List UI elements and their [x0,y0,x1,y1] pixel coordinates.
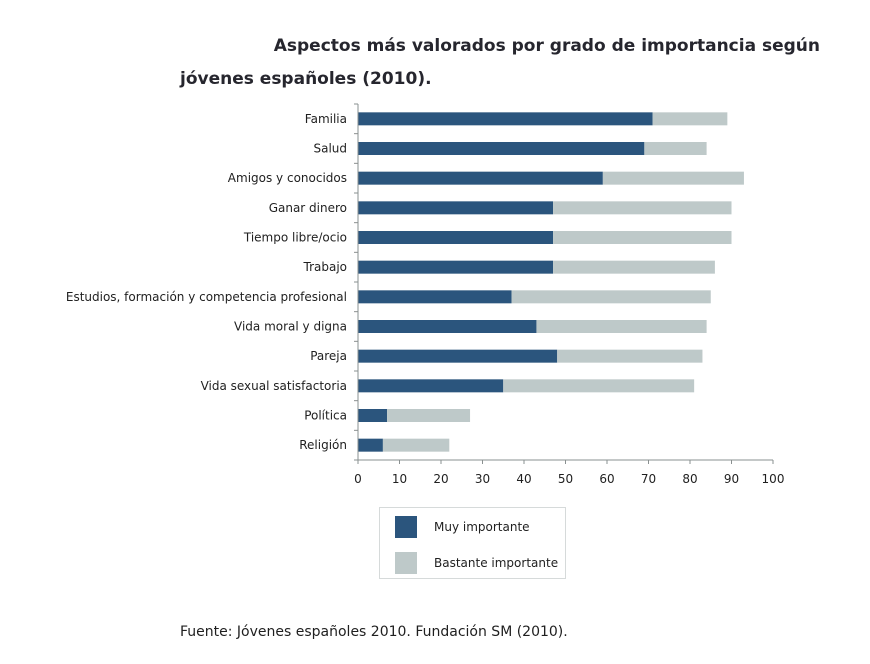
x-tick-label: 70 [641,472,656,486]
x-tick-label: 90 [724,472,739,486]
legend-label: Bastante importante [434,556,559,570]
legend-swatch-muy-importante [395,516,417,538]
bar-muy-importante [358,349,558,363]
chart-title: Aspectos más valorados por grado de impo… [180,30,820,96]
x-tick-label: 50 [558,472,573,486]
legend-item-muy-importante: Muy importante [395,516,530,538]
bars-group [358,112,744,452]
bar-bastante-importante [387,409,471,422]
category-label: Familia [305,112,347,126]
legend-label: Muy importante [434,520,530,534]
category-label: Estudios, formación y competencia profes… [66,290,347,304]
category-label: Política [304,409,347,423]
legend: Muy importante Bastante importante [379,507,566,579]
bar-muy-importante [358,290,512,304]
bar-bastante-importante [652,112,728,126]
bar-bastante-importante [602,171,744,185]
bar-bastante-importante [511,290,711,304]
bar-bastante-importante [382,438,450,452]
legend-swatch-bastante-importante [395,552,417,574]
x-axis: 0 10 20 30 40 50 60 70 80 90 100 [354,459,785,486]
bar-muy-importante [358,201,554,215]
category-label: Trabajo [303,260,348,274]
x-tick-label: 20 [433,472,448,486]
x-tick-label: 60 [599,472,614,486]
bar-bastante-importante [557,349,703,363]
x-tick-label: 100 [762,472,785,486]
x-tick-label: 0 [354,472,362,486]
bar-muy-importante [358,409,388,422]
bar-bastante-importante [503,379,695,393]
bar-bastante-importante [644,142,707,155]
bar-bastante-importante [553,201,732,215]
bar-bastante-importante [553,260,715,274]
source-note: Fuente: Jóvenes españoles 2010. Fundació… [180,624,568,640]
bar-muy-importante [358,438,383,452]
y-axis: Familia Salud Amigos y conocidos Ganar dine… [66,103,359,461]
bar-bastante-importante [553,231,732,244]
bar-muy-importante [358,142,645,155]
legend-item-bastante-importante: Bastante importante [395,552,558,574]
bar-muy-importante [358,112,653,126]
category-label: Vida sexual satisfactoria [201,379,347,393]
chart-title-line-1: Aspectos más valorados por grado de impo… [273,36,820,56]
bar-muy-importante [358,320,537,333]
bar-muy-importante [358,260,554,274]
category-label: Ganar dinero [269,201,347,215]
x-tick-label: 40 [516,472,531,486]
bar-bastante-importante [536,320,707,333]
category-label: Religión [299,438,347,452]
category-label: Pareja [310,349,347,363]
category-label: Tiempo libre/ocio [243,231,347,245]
x-tick-label: 30 [475,472,490,486]
category-label: Vida moral y digna [234,320,347,334]
x-tick-label: 80 [682,472,697,486]
x-tick-label: 10 [392,472,407,486]
chart-title-line-2: jóvenes españoles (2010). [180,69,432,89]
bar-muy-importante [358,379,504,393]
bar-muy-importante [358,171,603,185]
category-label: Salud [313,142,347,156]
bar-muy-importante [358,231,554,244]
category-label: Amigos y conocidos [228,171,347,185]
